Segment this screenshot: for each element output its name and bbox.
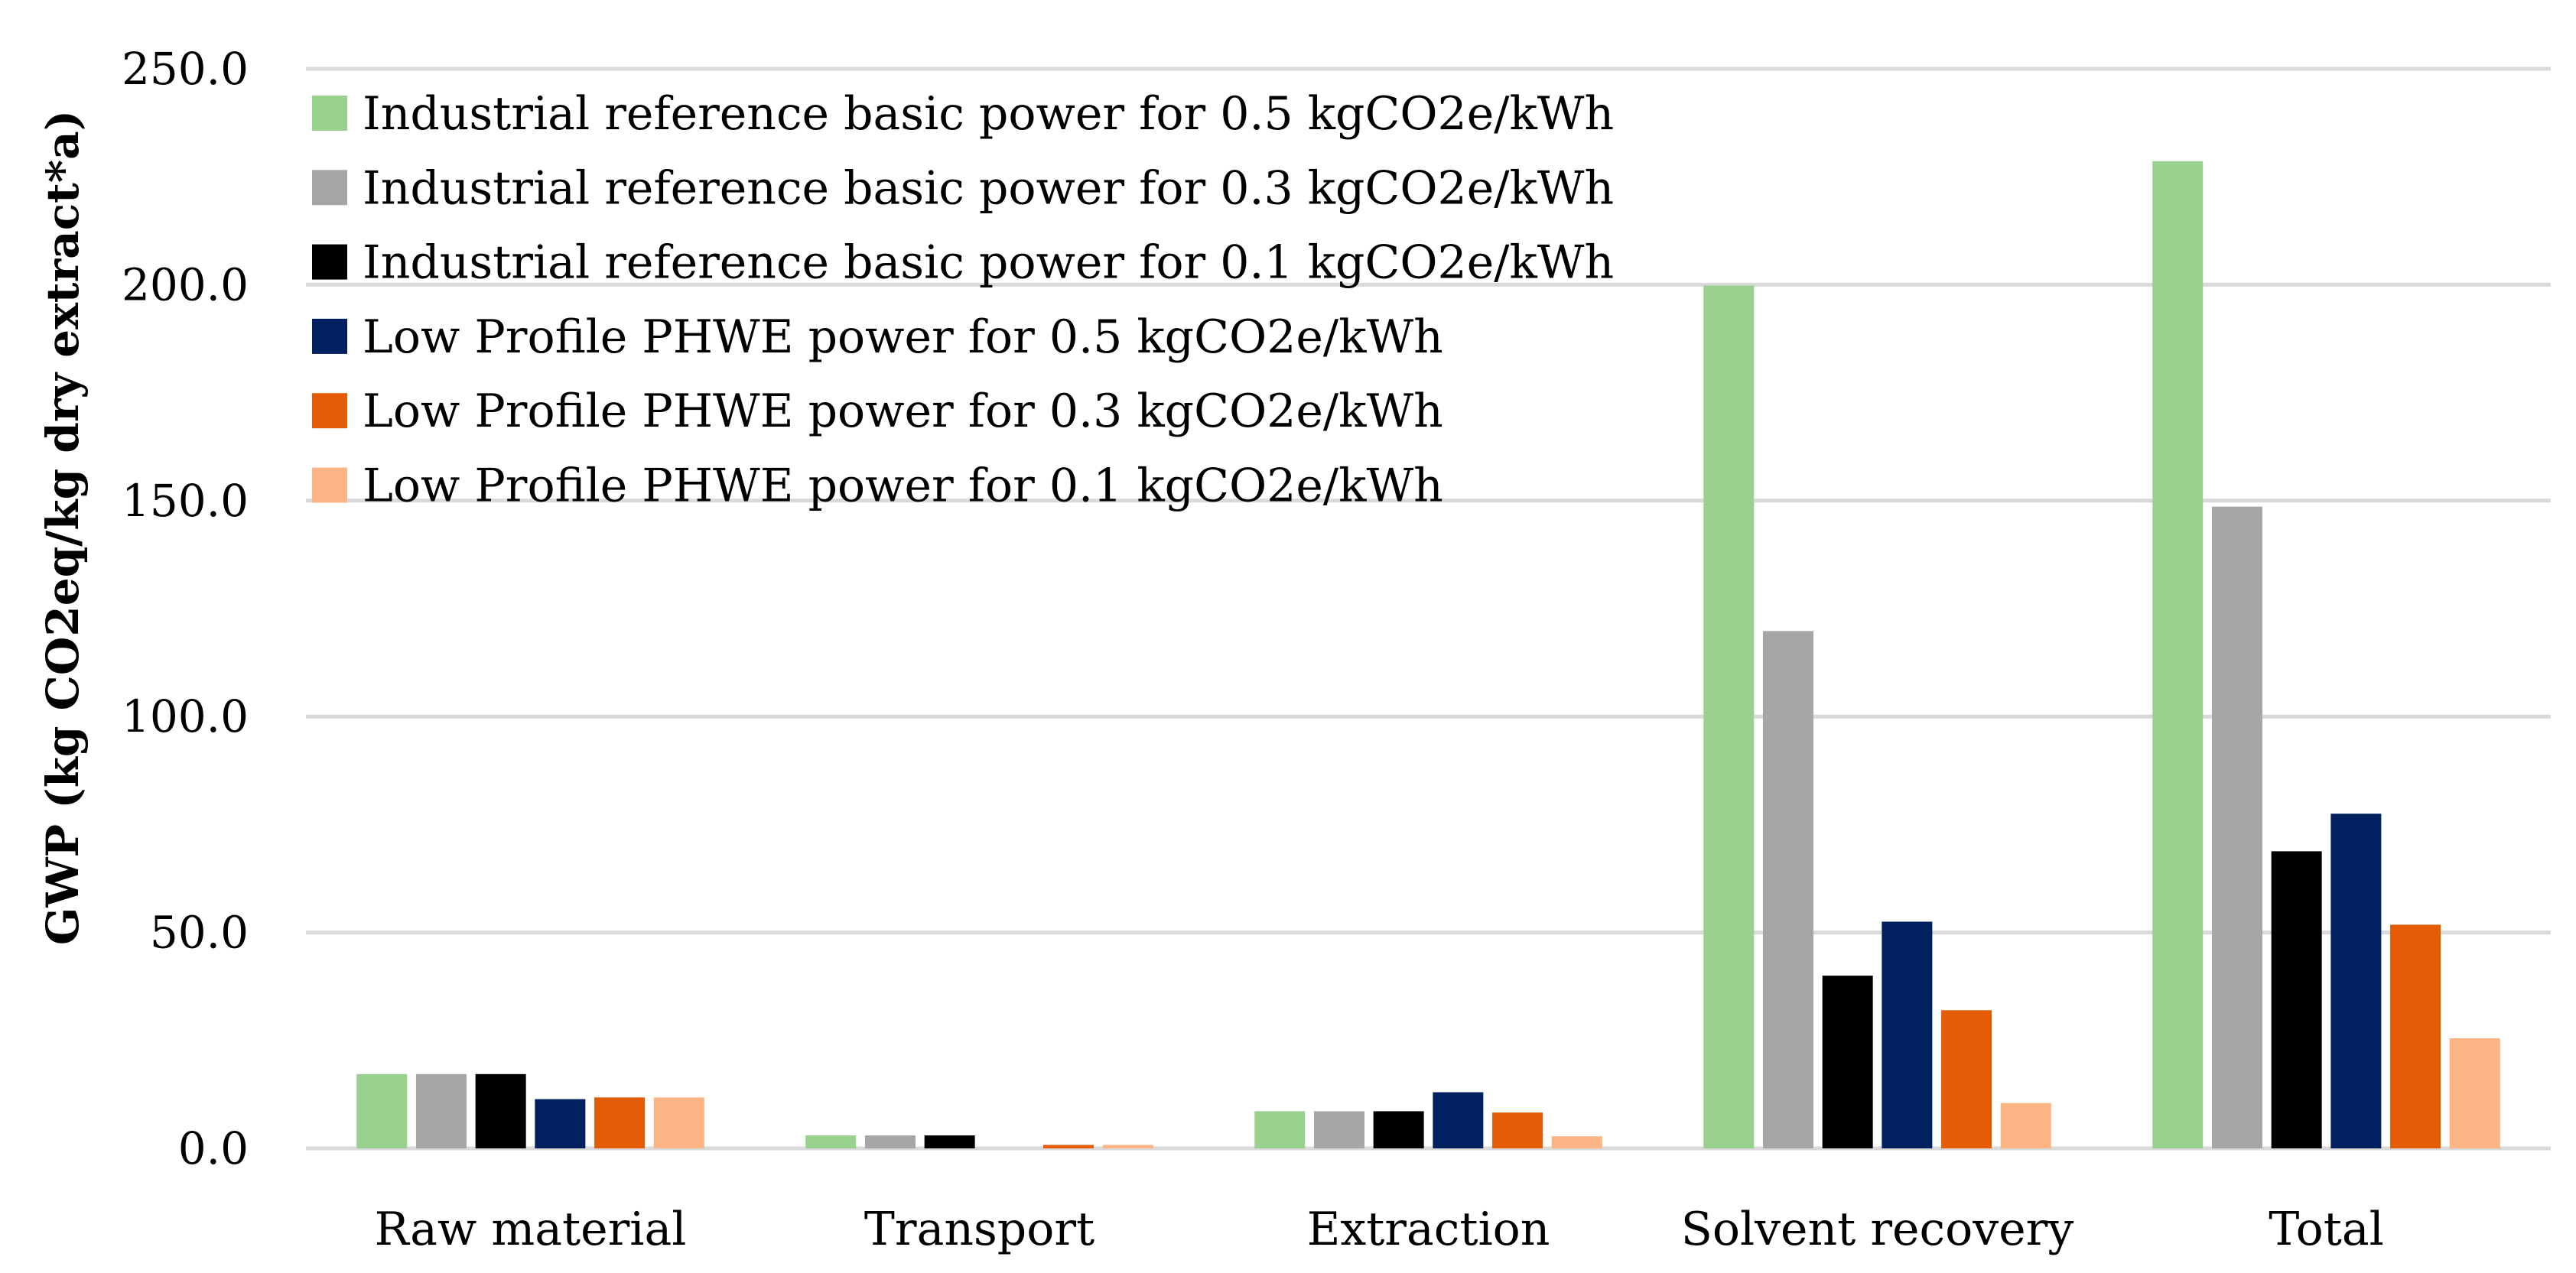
y-axis-ticks: 0.0 50.0 100.0 150.0 200.0 250.0 bbox=[122, 43, 249, 1174]
bar bbox=[1822, 976, 1873, 1148]
bar bbox=[475, 1073, 526, 1148]
x-tick-label: Transport bbox=[864, 1203, 1094, 1256]
x-tick-label: Total bbox=[2269, 1203, 2384, 1256]
bar bbox=[1492, 1112, 1543, 1148]
bar bbox=[2152, 161, 2204, 1149]
bar bbox=[1882, 921, 1933, 1148]
legend-swatch bbox=[312, 244, 347, 280]
legend-swatch bbox=[312, 170, 347, 206]
bar bbox=[1043, 1145, 1094, 1148]
x-tick-label: Solvent recovery bbox=[1681, 1203, 2074, 1256]
y-axis-label: GWP (kg CO2eq/kg dry extract*a) bbox=[37, 110, 89, 945]
bar bbox=[864, 1135, 916, 1148]
bar bbox=[924, 1135, 975, 1148]
y-tick-label: 0.0 bbox=[178, 1122, 249, 1174]
legend-entry: Industrial reference basic power for 0.1… bbox=[363, 236, 1614, 290]
bar bbox=[2000, 1103, 2051, 1148]
bar bbox=[1313, 1111, 1364, 1148]
bar bbox=[356, 1073, 408, 1148]
bar bbox=[535, 1099, 586, 1148]
bar bbox=[1762, 631, 1813, 1148]
y-tick-label: 150.0 bbox=[122, 475, 249, 527]
bar bbox=[1254, 1111, 1306, 1148]
bar bbox=[1433, 1092, 1484, 1148]
bar bbox=[653, 1097, 704, 1148]
legend-swatch bbox=[312, 467, 347, 503]
bar bbox=[2390, 924, 2441, 1148]
legend: Industrial reference basic power for 0.5… bbox=[312, 87, 1614, 513]
bar bbox=[415, 1073, 467, 1148]
x-tick-label: Extraction bbox=[1307, 1203, 1550, 1256]
legend-entry: Low Profile PHWE power for 0.1 kgCO2e/kW… bbox=[363, 460, 1443, 513]
legend-entry: Industrial reference basic power for 0.5… bbox=[363, 87, 1614, 141]
x-axis: Raw material Transport Extraction Solvent r… bbox=[375, 1203, 2384, 1256]
y-tick-label: 100.0 bbox=[122, 690, 249, 742]
legend-entry: Low Profile PHWE power for 0.3 kgCO2e/kW… bbox=[363, 385, 1443, 438]
bar bbox=[1703, 285, 1755, 1149]
bar bbox=[1373, 1111, 1424, 1148]
legend-entry: Industrial reference basic power for 0.3… bbox=[363, 161, 1614, 215]
bar bbox=[2449, 1038, 2500, 1148]
legend-swatch bbox=[312, 96, 347, 131]
bar bbox=[805, 1135, 857, 1148]
legend-swatch bbox=[312, 393, 347, 429]
x-tick-label: Raw material bbox=[375, 1203, 687, 1256]
bar bbox=[1941, 1010, 1992, 1148]
bar bbox=[594, 1097, 646, 1148]
legend-swatch bbox=[312, 318, 347, 354]
legend-entry: Low Profile PHWE power for 0.5 kgCO2e/kW… bbox=[363, 310, 1443, 364]
y-tick-label: 250.0 bbox=[122, 43, 249, 95]
bar bbox=[1102, 1145, 1153, 1148]
y-tick-label: 200.0 bbox=[122, 258, 249, 310]
y-tick-label: 50.0 bbox=[150, 907, 249, 959]
bar bbox=[2271, 851, 2322, 1148]
bar bbox=[2330, 813, 2382, 1148]
bar bbox=[1551, 1136, 1602, 1148]
bar bbox=[2211, 506, 2262, 1148]
bars bbox=[356, 161, 2500, 1149]
